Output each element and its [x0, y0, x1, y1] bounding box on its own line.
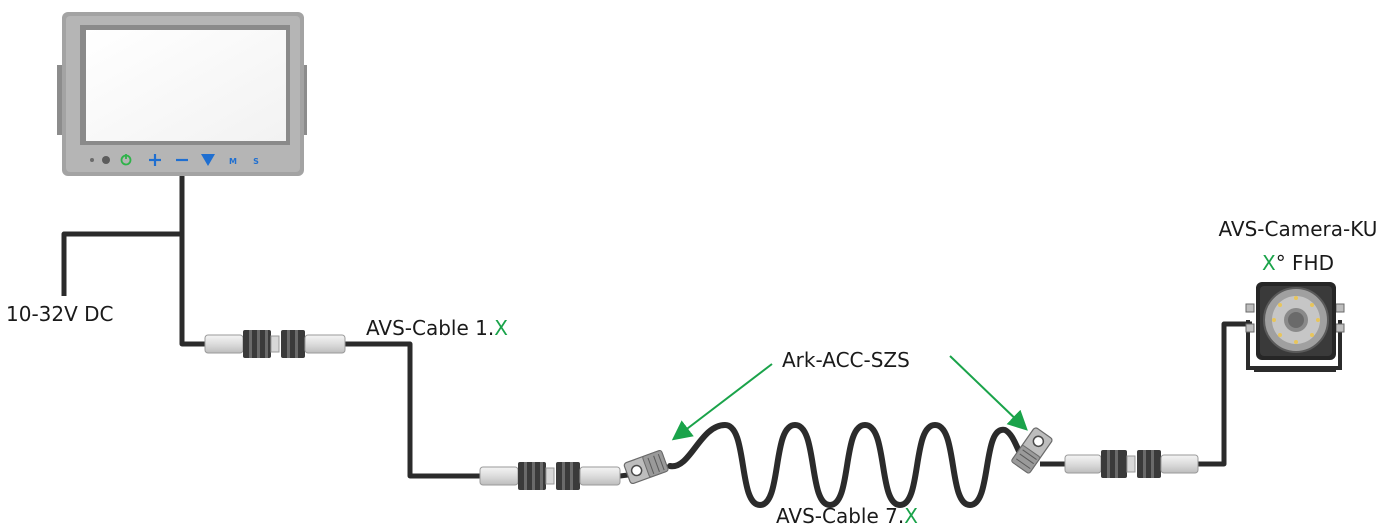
- pointer-arrow-icon: [949, 355, 1028, 431]
- camera-label-variant: X: [1261, 251, 1276, 275]
- camera-icon: [1245, 282, 1345, 372]
- monitor-icon: M S: [57, 12, 307, 176]
- power-button-icon: [120, 154, 132, 166]
- monitor-cable: [179, 176, 205, 347]
- avs-cable-1: [345, 341, 480, 479]
- camera-label-spec: X° FHD: [1200, 246, 1396, 280]
- cable-clamp-left-icon: [623, 449, 669, 485]
- cable-1-label-prefix: AVS-Cable 1.: [366, 316, 495, 340]
- cable-7-label: AVS-Cable 7.X: [776, 506, 918, 526]
- pointer-arrow-icon: [671, 363, 773, 441]
- camera-cable: [1198, 321, 1252, 467]
- sensor-icon: [102, 156, 110, 164]
- cable-clamp-right-icon: [1011, 427, 1053, 474]
- cable-lines: [61, 176, 1252, 479]
- connector-icon: [479, 462, 621, 490]
- camera-label: AVS-Camera-KU X° FHD: [1200, 212, 1396, 280]
- pointer-arrows: [671, 355, 1028, 441]
- down-button-icon: [201, 154, 215, 166]
- cable-1-label-variant: X: [494, 316, 508, 340]
- camera-label-model: AVS-Camera-KU: [1218, 217, 1378, 241]
- connector-icon: [1064, 450, 1199, 478]
- cable-7-label-prefix: AVS-Cable 7.: [776, 504, 905, 528]
- power-label: 10-32V DC: [6, 302, 114, 326]
- connector-icon: [204, 330, 346, 358]
- power-cable: [61, 231, 182, 296]
- accessory-label: Ark-ACC-SZS: [782, 348, 910, 372]
- camera-label-resolution: ° FHD: [1275, 251, 1334, 275]
- cable-1-label: AVS-Cable 1.X: [366, 318, 508, 338]
- monitor-button-s: S: [253, 157, 259, 166]
- cable-7-label-variant: X: [904, 504, 918, 528]
- monitor-button-m: M: [229, 157, 237, 166]
- spiral-cable-icon: [667, 421, 1028, 509]
- indicator-led-icon: [90, 158, 94, 162]
- plus-button-icon: [149, 154, 161, 166]
